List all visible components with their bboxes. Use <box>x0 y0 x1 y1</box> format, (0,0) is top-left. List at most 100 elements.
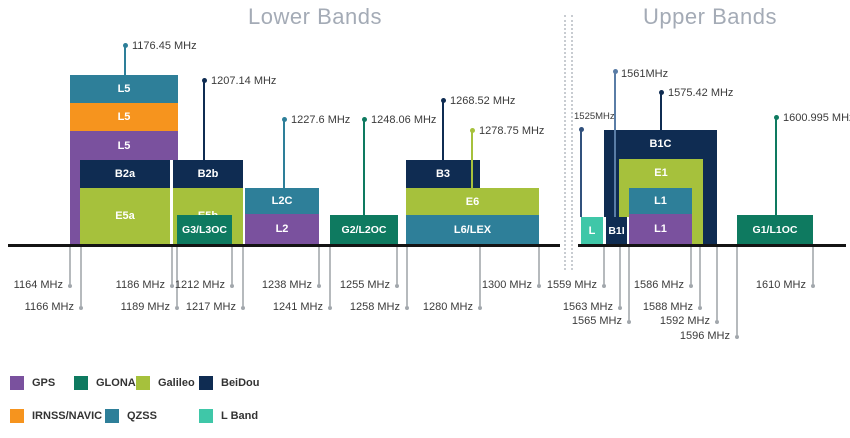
marker-line-1278.75MHz <box>471 132 473 188</box>
tick-line-1241MHz <box>329 247 331 306</box>
tick-label-1238MHz: 1238 MHz <box>261 279 312 291</box>
tick-dot-1241MHz <box>328 306 332 310</box>
marker-line-1600.995MHz <box>775 119 777 215</box>
marker-label-1268.52MHz: 1268.52 MHz <box>450 95 516 107</box>
band-e6: E6 <box>406 188 539 215</box>
legend-swatch-beidou <box>199 376 213 390</box>
tick-dot-1166MHz <box>79 306 83 310</box>
marker-line-1561MHz <box>614 73 616 217</box>
tick-dot-1280MHz <box>478 306 482 310</box>
tick-dot-1164MHz <box>68 284 72 288</box>
lower-bands-axis <box>8 244 560 247</box>
tick-dot-1586MHz <box>689 284 693 288</box>
legend-swatch-gps <box>10 376 24 390</box>
tick-dot-1212MHz <box>230 284 234 288</box>
tick-label-1255MHz: 1255 MHz <box>339 279 390 291</box>
marker-dot-1278.75MHz <box>469 127 475 133</box>
axis-break-dotted-line <box>564 15 566 270</box>
tick-dot-1186MHz <box>170 284 174 288</box>
tick-label-1166MHz: 1166 MHz <box>24 301 74 313</box>
axis-break-dotted-line <box>571 15 573 270</box>
band-label-l2: L2 <box>275 223 289 235</box>
marker-dot-1268.52MHz <box>440 97 446 103</box>
tick-line-1238MHz <box>318 247 320 284</box>
tick-label-1563MHz: 1563 MHz <box>562 301 613 313</box>
band-l5-gps-strip <box>70 160 80 244</box>
tick-dot-1563MHz <box>618 306 622 310</box>
band-label-l1-qzss: L1 <box>654 195 667 207</box>
band-label-l2c: L2C <box>271 195 293 207</box>
band-b2b: B2b <box>173 160 243 188</box>
tick-label-1596MHz: 1596 MHz <box>679 330 730 342</box>
tick-dot-1610MHz <box>811 284 815 288</box>
band-l5-qzss: L5 <box>70 75 178 103</box>
tick-line-1596MHz <box>736 247 738 335</box>
marker-dot-1600.995MHz <box>773 114 779 120</box>
band-label-l5-irnss: L5 <box>117 111 131 123</box>
legend-label-lband: L Band <box>221 410 259 422</box>
marker-line-1268.52MHz <box>442 102 444 160</box>
legend-swatch-glonass <box>74 376 88 390</box>
legend-item-irnss-navic: IRNSS/NAVIC <box>10 409 102 423</box>
tick-line-1559MHz <box>603 247 605 284</box>
band-l2: L2 <box>245 214 319 244</box>
band-label-b2a: B2a <box>114 168 136 180</box>
tick-label-1164MHz: 1164 MHz <box>13 279 63 291</box>
legend-swatch-galileo <box>136 376 150 390</box>
tick-dot-1592MHz <box>715 320 719 324</box>
band-l2c: L2C <box>245 188 319 214</box>
band-l1-qzss: L1 <box>629 188 692 214</box>
upper-bands-title: Upper Bands <box>643 4 777 29</box>
marker-line-1575.42MHz <box>660 94 662 130</box>
tick-line-1258MHz <box>406 247 408 306</box>
legend-label-beidou: BeiDou <box>221 377 260 389</box>
band-label-b1c: B1C <box>649 138 672 150</box>
legend-item-gps: GPS <box>10 376 55 390</box>
marker-label-1575.42MHz: 1575.42 MHz <box>668 87 734 99</box>
marker-label-1207.14MHz: 1207.14 MHz <box>211 75 277 87</box>
marker-label-1227.6MHz: 1227.6 MHz <box>291 114 351 126</box>
tick-line-1565MHz <box>628 247 630 320</box>
tick-label-1300MHz: 1300 MHz <box>481 279 532 291</box>
band-b3: B3 <box>406 160 480 188</box>
tick-label-1212MHz: 1212 MHz <box>174 279 225 291</box>
band-label-b3: B3 <box>435 168 451 180</box>
tick-label-1186MHz: 1186 MHz <box>115 279 165 291</box>
marker-label-1248.06MHz: 1248.06 MHz <box>371 114 437 126</box>
marker-dot-1176.45MHz <box>122 42 128 48</box>
tick-dot-1238MHz <box>317 284 321 288</box>
legend-swatch-lband <box>199 409 213 423</box>
legend-item-l-band: L Band <box>199 409 258 423</box>
marker-dot-1561MHz <box>612 68 618 74</box>
tick-label-1241MHz: 1241 MHz <box>272 301 323 313</box>
marker-dot-1575.42MHz <box>658 89 664 95</box>
marker-line-1227.6MHz <box>283 121 285 188</box>
tick-dot-1255MHz <box>395 284 399 288</box>
legend-swatch-irnss <box>10 409 24 423</box>
tick-line-1586MHz <box>690 247 692 284</box>
marker-dot-1227.6MHz <box>281 116 287 122</box>
tick-label-1280MHz: 1280 MHz <box>422 301 473 313</box>
band-label-e5a: E5a <box>115 210 135 222</box>
tick-label-1258MHz: 1258 MHz <box>349 301 400 313</box>
marker-dot-1525MHz <box>578 126 584 132</box>
band-label-l5-qzss: L5 <box>117 83 131 95</box>
marker-label-1278.75MHz: 1278.75 MHz <box>479 125 545 137</box>
band-label-e1: E1 <box>654 167 668 179</box>
marker-line-1176.45MHz <box>124 47 126 75</box>
tick-dot-1300MHz <box>537 284 541 288</box>
band-l-band: L <box>581 217 603 244</box>
band-label-g1-l1oc: G1/L1OC <box>752 223 798 236</box>
band-label-b1i: B1I <box>608 224 625 237</box>
tick-label-1586MHz: 1586 MHz <box>633 279 684 291</box>
band-b2a: B2a <box>80 160 170 188</box>
legend-swatch-qzss <box>105 409 119 423</box>
marker-dot-1248.06MHz <box>361 116 367 122</box>
tick-line-1212MHz <box>231 247 233 284</box>
tick-dot-1565MHz <box>627 320 631 324</box>
marker-label-1176.45MHz: 1176.45 MHz <box>132 40 197 52</box>
marker-dot-1207.14MHz <box>201 77 207 83</box>
tick-dot-1258MHz <box>405 306 409 310</box>
band-label-g3-l3oc: G3/L3OC <box>182 223 227 236</box>
